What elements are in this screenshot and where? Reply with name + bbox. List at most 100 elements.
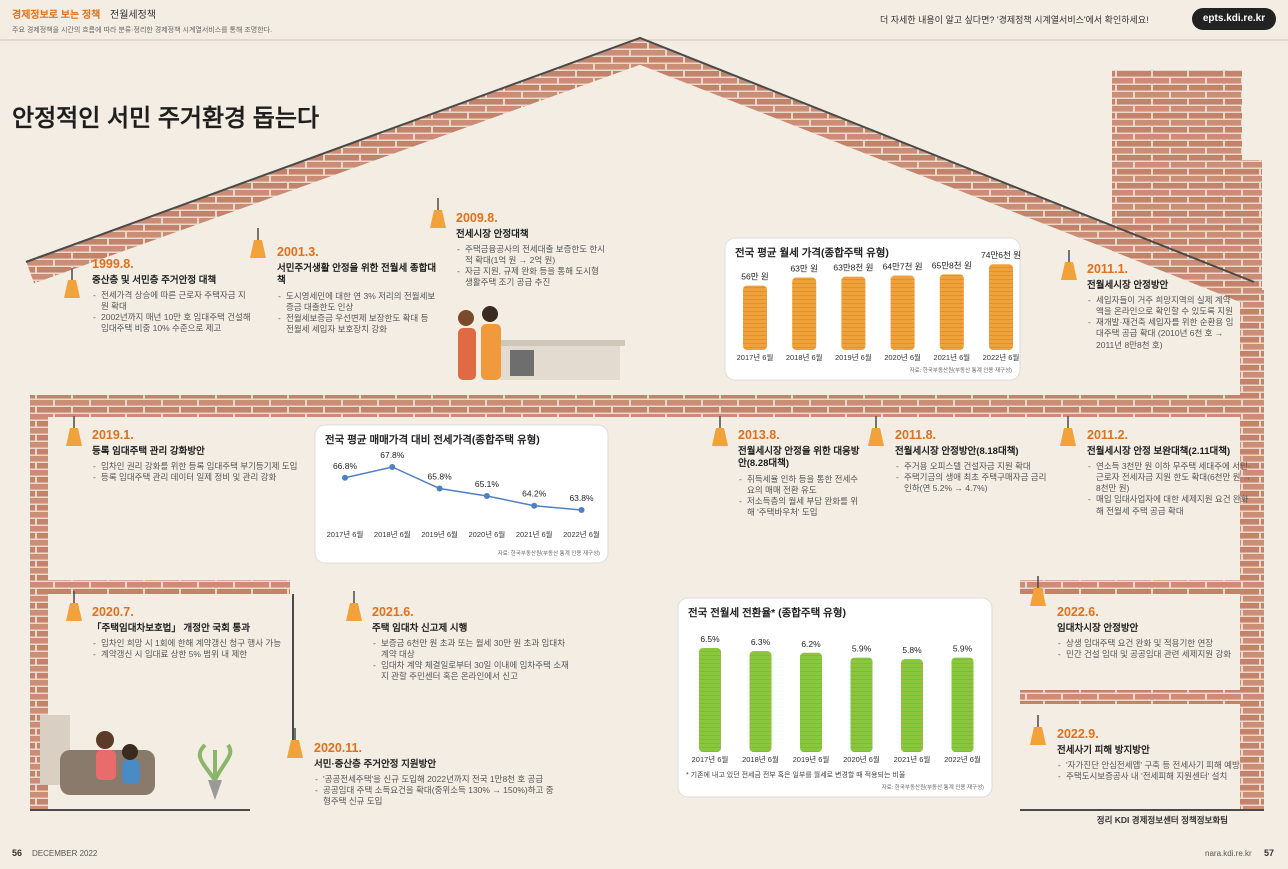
bar-texture <box>951 657 974 752</box>
event-date: 2001.3. <box>277 245 319 259</box>
category-label: 2018년 6월 <box>786 352 823 362</box>
lamp-icon <box>430 210 446 228</box>
bar-texture <box>989 264 1013 350</box>
event-title: 전세사기 피해 방지방안 <box>1057 745 1150 756</box>
category-label: 2019년 6월 <box>421 529 458 539</box>
event-date: 2011.8. <box>895 428 937 442</box>
chart-source: 자료: 한국부동산원(부동산 통계 인용 재구성) <box>498 549 601 557</box>
category-label: 2020년 6월 <box>843 754 880 764</box>
person <box>458 310 474 326</box>
event-title: 전월세시장 안정방안 <box>1087 280 1169 291</box>
event: 2001.3. 서민주거생활 안정을 위한 전월세 종합대책도시영세민에 대한 연… <box>277 245 437 335</box>
category-label: 2019년 6월 <box>793 754 830 764</box>
value-label: 56만 원 <box>741 272 768 282</box>
event-item: 저소득층의 월세 부담 완화를 위해 '주택바우처' 도입 <box>738 496 863 518</box>
value-label: 64.2% <box>522 489 547 499</box>
chart-box <box>677 597 993 798</box>
counter-top <box>495 340 625 346</box>
person <box>96 731 114 749</box>
page-number: 56 <box>12 848 23 858</box>
value-label: 65.8% <box>428 472 453 482</box>
issue-month: DECEMBER 2022 <box>32 849 98 858</box>
floor-band <box>1020 580 1264 594</box>
lamp-icon <box>287 740 303 758</box>
event-title: 「주택임대차보호법」 개정안 국회 통과 <box>92 623 251 634</box>
value-label: 5.9% <box>953 644 973 654</box>
event: 2020.7. 「주택임대차보호법」 개정안 국회 통과임차인 희망 시 1회에 … <box>92 605 322 660</box>
page-title: 안정적인 서민 주거환경 돕는다 <box>12 105 320 132</box>
category-label: 2019년 6월 <box>835 352 872 362</box>
value-label: 6.5% <box>700 634 720 644</box>
event: 2013.8. 전월세시장 안정을 위한 대응방안(8.28대책) 취득세율 인하 … <box>738 428 863 518</box>
value-label: 65.1% <box>475 479 500 489</box>
roof-line <box>25 36 1255 283</box>
event-title: 임대차시장 안정방안 <box>1057 623 1139 634</box>
event-item: 도시영세민에 대한 연 3% 저리의 전월세보증금 대출한도 인상 <box>277 291 437 313</box>
right-wall <box>1240 290 1264 810</box>
event-item: '공공전세주택'을 신규 도입해 2022년까지 전국 1만8천 호 공급 <box>314 774 554 785</box>
event-item: 재개발·재건축 세입자를 위한 순환용 임대주택 공급 확대 (2010년 6천… <box>1087 317 1237 350</box>
topic-label: 전월세정책 <box>110 10 156 21</box>
value-label: 67.8% <box>380 450 405 460</box>
category-label: 2022년 6월 <box>983 352 1020 362</box>
event-item: 보증금 6천만 원 초과 또는 월세 30만 원 초과 임대차 계약 대상 <box>372 638 572 660</box>
event-item: 자금 지원, 규제 완화 등을 통해 도시형 생활주택 조기 공급 추진 <box>456 266 606 288</box>
event: 1999.8. 중산층 및 서민층 주거안정 대책전세가격 상승에 따른 근로자 … <box>92 257 252 335</box>
event-item: 연소득 3천만 원 이하 무주택 세대주에 서민·근로자 전세자금 지원 한도 … <box>1087 461 1252 494</box>
lamp-icon <box>1060 428 1076 446</box>
point <box>483 493 490 500</box>
event-item: 전세가격 상승에 따른 근로자 주택자금 지원 확대 <box>92 290 252 312</box>
category-label: 2022년 6월 <box>944 754 981 764</box>
category-label: 2020년 6월 <box>884 352 921 362</box>
event-item: 공공임대 주택 소득요건을 확대(중위소득 130% → 150%)하고 중형주… <box>314 785 554 807</box>
lamp-icon <box>250 240 266 258</box>
event-item: 세입자들이 거주 희망지역의 실제 계약액을 온라인으로 확인할 수 있도록 지… <box>1087 295 1237 317</box>
category-label: 2021년 6월 <box>933 352 970 362</box>
event-item: 취득세율 인하 등을 통한 전세수요의 매매 전환 유도 <box>738 474 863 496</box>
url: nara.kdi.re.kr <box>1205 849 1252 858</box>
event-item: 주택도시보증공사 내 '전세피해 지원센터' 설치 <box>1057 771 1247 782</box>
event-item: 민간 건설 임대 및 공공임대 관련 세제지원 강화 <box>1057 649 1247 660</box>
value-label: 6.3% <box>751 637 771 647</box>
point <box>578 507 585 513</box>
section-label: 경제정보로 보는 정책 <box>12 10 101 21</box>
event-item: 등록 임대주택 관리 데이터 일제 정비 및 관리 강화 <box>92 472 322 483</box>
bar-texture <box>890 275 915 350</box>
bar-texture <box>792 277 817 350</box>
person <box>482 306 498 322</box>
bar-texture <box>743 285 767 350</box>
notice: 더 자세한 내용이 알고 싶다면? '경제정책 시계열서비스'에서 확인하세요! <box>880 15 1149 25</box>
event-title: 서민·중산층 주거안정 지원방안 <box>314 759 437 770</box>
bar-texture <box>699 648 721 752</box>
category-label: 2020년 6월 <box>469 529 506 539</box>
person <box>96 750 116 780</box>
event-item: 주택금융공사의 전세대출 보증한도 한시적 확대(1억 원 → 2억 원) <box>456 244 606 266</box>
category-label: 2018년 6월 <box>374 529 411 539</box>
description: 주요 경제정책을 시간의 흐름에 따라 분류·정리한 경제정책 시계열서비스를 … <box>12 27 273 34</box>
category-label: 2021년 6월 <box>894 754 931 764</box>
value-label: 63만8천 원 <box>833 263 873 273</box>
floor-band <box>40 580 290 594</box>
lamp-icon <box>1030 588 1046 606</box>
bar-texture <box>850 657 873 752</box>
bar-texture <box>901 659 923 752</box>
event-item: 2002년까지 매년 10만 호 임대주택 건설해 임대주택 비중 10% 수준… <box>92 312 252 334</box>
event-title: 전월세시장 안정 보완대책(2.11대책) <box>1087 446 1231 457</box>
event-item: 주거용 오피스텔 건설자금 지원 확대 <box>895 461 1055 472</box>
event-date: 2013.8. <box>738 428 780 442</box>
page-number: 57 <box>1264 848 1275 858</box>
person <box>481 324 501 380</box>
event: 2020.11. 서민·중산층 주거안정 지원방안 '공공전세주택'을 신규 도입해… <box>314 741 554 807</box>
chart-title: 전국 전월세 전환율* (종합주택 유형) <box>688 606 846 619</box>
chart-box <box>314 424 609 564</box>
value-label: 66.8% <box>333 461 358 471</box>
lamp-icon <box>346 603 362 621</box>
category-label: 2017년 6월 <box>692 754 729 764</box>
value-label: 64만7천 원 <box>883 262 923 272</box>
person <box>458 328 476 380</box>
lamp-icon <box>1030 727 1046 745</box>
lamp-icon <box>64 280 80 298</box>
event-date: 2022.6. <box>1057 605 1099 619</box>
